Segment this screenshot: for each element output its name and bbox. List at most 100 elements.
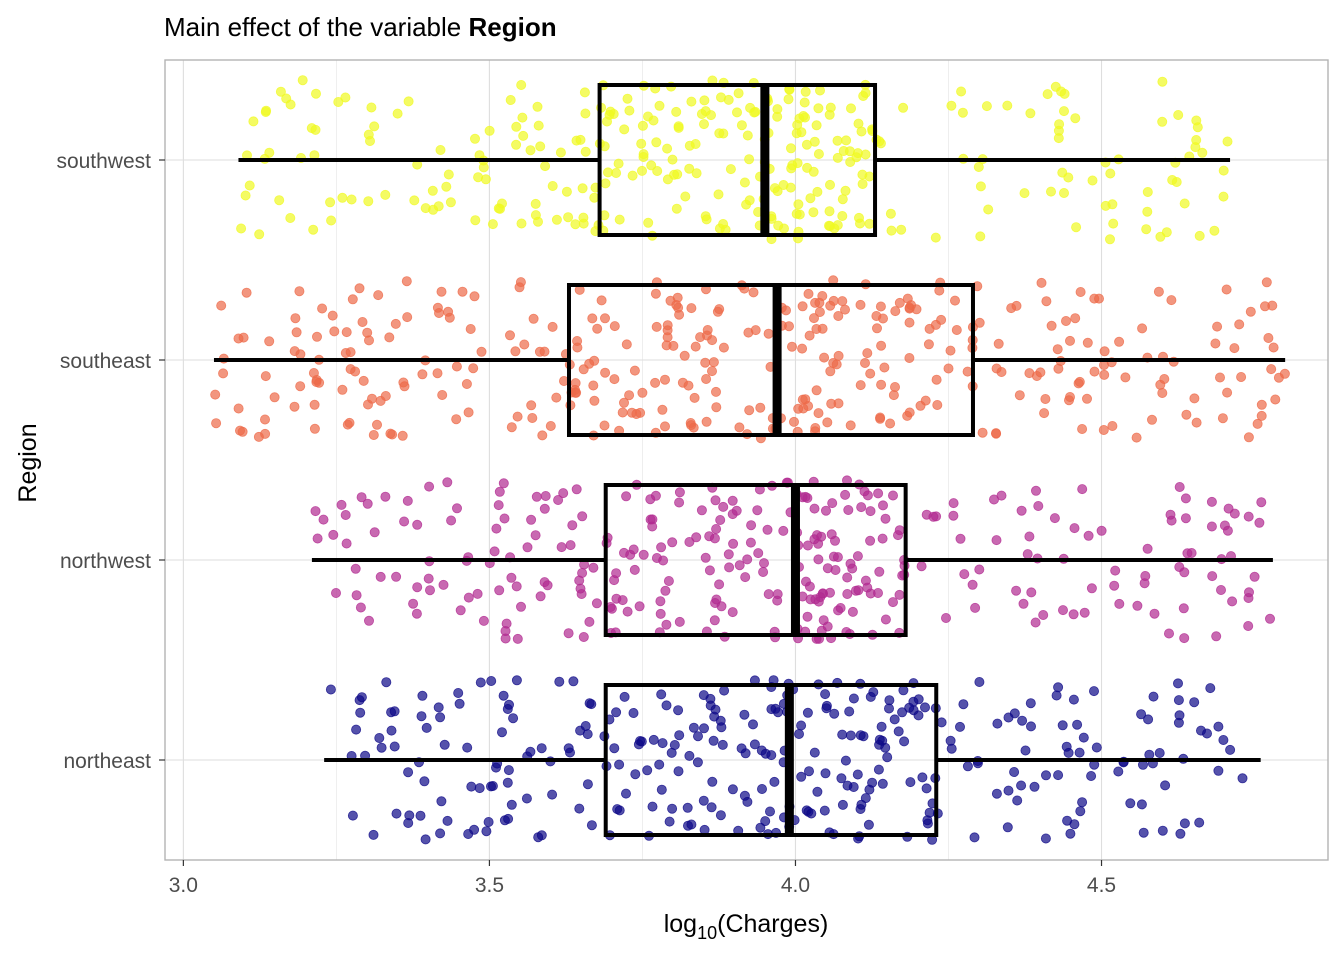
data-point [240, 190, 251, 201]
data-point [846, 103, 857, 114]
data-point [417, 690, 428, 701]
data-point [802, 540, 813, 551]
data-point [762, 524, 773, 535]
data-point [665, 295, 676, 306]
data-point [941, 613, 952, 624]
data-point [1166, 295, 1177, 306]
data-point [1215, 372, 1226, 383]
data-point [855, 730, 866, 741]
data-point [1077, 423, 1088, 434]
data-point [996, 366, 1007, 377]
data-point [820, 689, 831, 700]
data-point [381, 677, 392, 688]
data-point [622, 93, 633, 104]
data-point [1157, 387, 1168, 398]
data-point [1254, 517, 1265, 528]
data-point [380, 189, 391, 200]
data-point [1202, 728, 1213, 739]
data-point [589, 355, 600, 366]
data-point [1234, 319, 1245, 330]
data-point [455, 605, 466, 616]
data-point [1083, 530, 1094, 541]
data-point [622, 606, 633, 617]
data-point [1099, 369, 1110, 380]
data-point [1161, 227, 1172, 238]
data-point [748, 719, 759, 730]
data-point [445, 197, 456, 208]
data-point [702, 324, 713, 335]
data-point [437, 389, 448, 400]
data-point [853, 118, 864, 129]
data-point [879, 362, 890, 373]
data-point [503, 813, 514, 824]
data-point [579, 87, 590, 98]
data-point [600, 367, 611, 378]
data-point [1046, 186, 1057, 197]
data-point [1189, 697, 1200, 708]
data-point [822, 417, 833, 428]
data-point [826, 529, 837, 540]
data-point [1138, 827, 1149, 838]
data-point [889, 714, 900, 725]
data-point [693, 731, 704, 742]
data-point [588, 380, 599, 391]
data-point [577, 568, 588, 579]
chart-title: Main effect of the variable Region [164, 12, 557, 43]
data-point [536, 743, 547, 754]
data-point [1086, 583, 1097, 594]
data-point [660, 585, 671, 596]
data-point [871, 310, 882, 321]
data-point [934, 285, 945, 296]
data-point [1136, 799, 1147, 810]
data-point [351, 590, 362, 601]
data-point [793, 199, 804, 210]
data-point [865, 368, 876, 379]
data-point [403, 767, 414, 778]
data-point [802, 707, 813, 718]
data-point [570, 219, 581, 230]
data-point [674, 487, 685, 498]
data-point [1216, 585, 1227, 596]
data-point [442, 477, 453, 488]
data-point [517, 112, 528, 123]
data-point [476, 346, 487, 357]
data-point [1016, 780, 1027, 791]
data-point [921, 783, 932, 794]
data-point [629, 564, 640, 575]
data-point [563, 212, 574, 223]
data-point [894, 525, 905, 536]
data-point [1181, 409, 1192, 420]
data-point [1125, 798, 1136, 809]
data-point [638, 149, 649, 160]
data-point [792, 119, 803, 130]
data-point [745, 537, 756, 548]
data-point [1041, 770, 1052, 781]
data-point [619, 124, 630, 135]
y-tick-label: southeast [60, 350, 151, 373]
data-point [932, 399, 943, 410]
data-point [1025, 698, 1036, 709]
data-point [403, 96, 414, 107]
data-point [617, 595, 628, 606]
data-point [1149, 608, 1160, 619]
data-point [956, 86, 967, 97]
data-point [1142, 186, 1153, 197]
data-point [977, 427, 988, 438]
data-point [674, 730, 685, 741]
data-point [686, 96, 697, 107]
data-point [819, 805, 830, 816]
data-point [951, 324, 962, 335]
data-point [1082, 337, 1093, 348]
data-point [457, 286, 468, 297]
data-point [285, 212, 296, 223]
data-point [691, 532, 702, 543]
data-point [290, 313, 301, 324]
data-point [821, 505, 832, 516]
data-point [1042, 89, 1053, 100]
data-point [309, 399, 320, 410]
data-point [528, 313, 539, 324]
data-point [810, 422, 821, 433]
data-point [254, 229, 265, 240]
data-point [1052, 344, 1063, 355]
data-point [506, 422, 517, 433]
